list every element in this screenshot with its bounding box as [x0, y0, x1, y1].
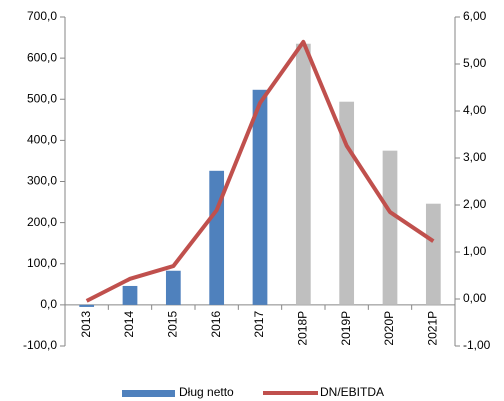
y2-tick-label: 5,00	[463, 56, 487, 70]
y-tick-label: 200,0	[27, 215, 57, 229]
x-tick-label: 2020P	[382, 311, 396, 346]
x-tick-label: 2017	[252, 311, 266, 338]
y-tick-label: 0,0	[40, 297, 57, 311]
y2-tick-label: 3,00	[463, 150, 487, 164]
x-tick-label: 2021P	[426, 311, 440, 346]
y2-tick-label: -1,00	[463, 338, 491, 352]
y2-tick-label: 4,00	[463, 103, 487, 117]
x-tick-label: 2019P	[339, 311, 353, 346]
bar	[122, 285, 138, 305]
bar	[165, 270, 181, 305]
line	[85, 39, 435, 303]
y2-tick-label: 1,00	[463, 244, 487, 258]
x-tick-label: 2018P	[296, 311, 310, 346]
y-tick-label: -100,0	[23, 338, 57, 352]
bar	[382, 150, 398, 305]
x-tick-label: 2015	[166, 311, 180, 338]
legend-label: Dług netto	[179, 385, 234, 399]
x-tick-label: 2013	[79, 311, 93, 338]
bar	[425, 203, 441, 305]
y-tick-label: 500,0	[27, 91, 57, 105]
y-tick-label: 600,0	[27, 50, 57, 64]
bar	[252, 89, 268, 305]
y2-tick-label: 2,00	[463, 197, 487, 211]
y-tick-label: 400,0	[27, 133, 57, 147]
legend-label: DN/EBITDA	[320, 385, 384, 399]
bar	[295, 43, 311, 305]
bar	[79, 304, 95, 307]
y-tick-label: 300,0	[27, 174, 57, 188]
legend-swatch	[122, 390, 175, 397]
bar	[209, 170, 225, 305]
y2-tick-label: 0,00	[463, 291, 487, 305]
y2-tick-label: 6,00	[463, 9, 487, 23]
x-tick-label: 2014	[122, 311, 136, 338]
x-tick-label: 2016	[209, 311, 223, 338]
y-tick-label: 100,0	[27, 256, 57, 270]
y-tick-label: 700,0	[27, 9, 57, 23]
